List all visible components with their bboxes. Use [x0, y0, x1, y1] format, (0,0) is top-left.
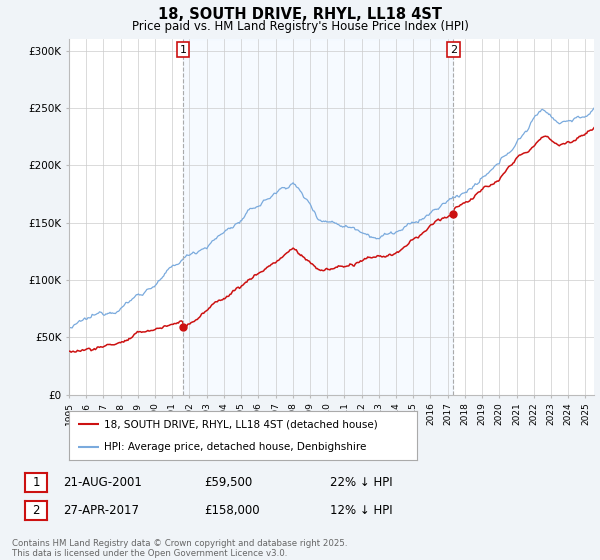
Text: Contains HM Land Registry data © Crown copyright and database right 2025.
This d: Contains HM Land Registry data © Crown c…: [12, 539, 347, 558]
Text: 21-AUG-2001: 21-AUG-2001: [63, 476, 142, 489]
Text: 2: 2: [32, 504, 40, 517]
Text: 1: 1: [179, 45, 187, 54]
Text: 12% ↓ HPI: 12% ↓ HPI: [330, 504, 392, 517]
Text: Price paid vs. HM Land Registry's House Price Index (HPI): Price paid vs. HM Land Registry's House …: [131, 20, 469, 33]
Text: 27-APR-2017: 27-APR-2017: [63, 504, 139, 517]
Text: £158,000: £158,000: [204, 504, 260, 517]
Bar: [183, 39, 454, 395]
Text: 18, SOUTH DRIVE, RHYL, LL18 4ST (detached house): 18, SOUTH DRIVE, RHYL, LL18 4ST (detache…: [104, 419, 377, 430]
Text: 22% ↓ HPI: 22% ↓ HPI: [330, 476, 392, 489]
Text: 18, SOUTH DRIVE, RHYL, LL18 4ST: 18, SOUTH DRIVE, RHYL, LL18 4ST: [158, 7, 442, 22]
Text: £59,500: £59,500: [204, 476, 252, 489]
Text: 2: 2: [450, 45, 457, 54]
Text: HPI: Average price, detached house, Denbighshire: HPI: Average price, detached house, Denb…: [104, 442, 366, 452]
Text: 1: 1: [32, 476, 40, 489]
